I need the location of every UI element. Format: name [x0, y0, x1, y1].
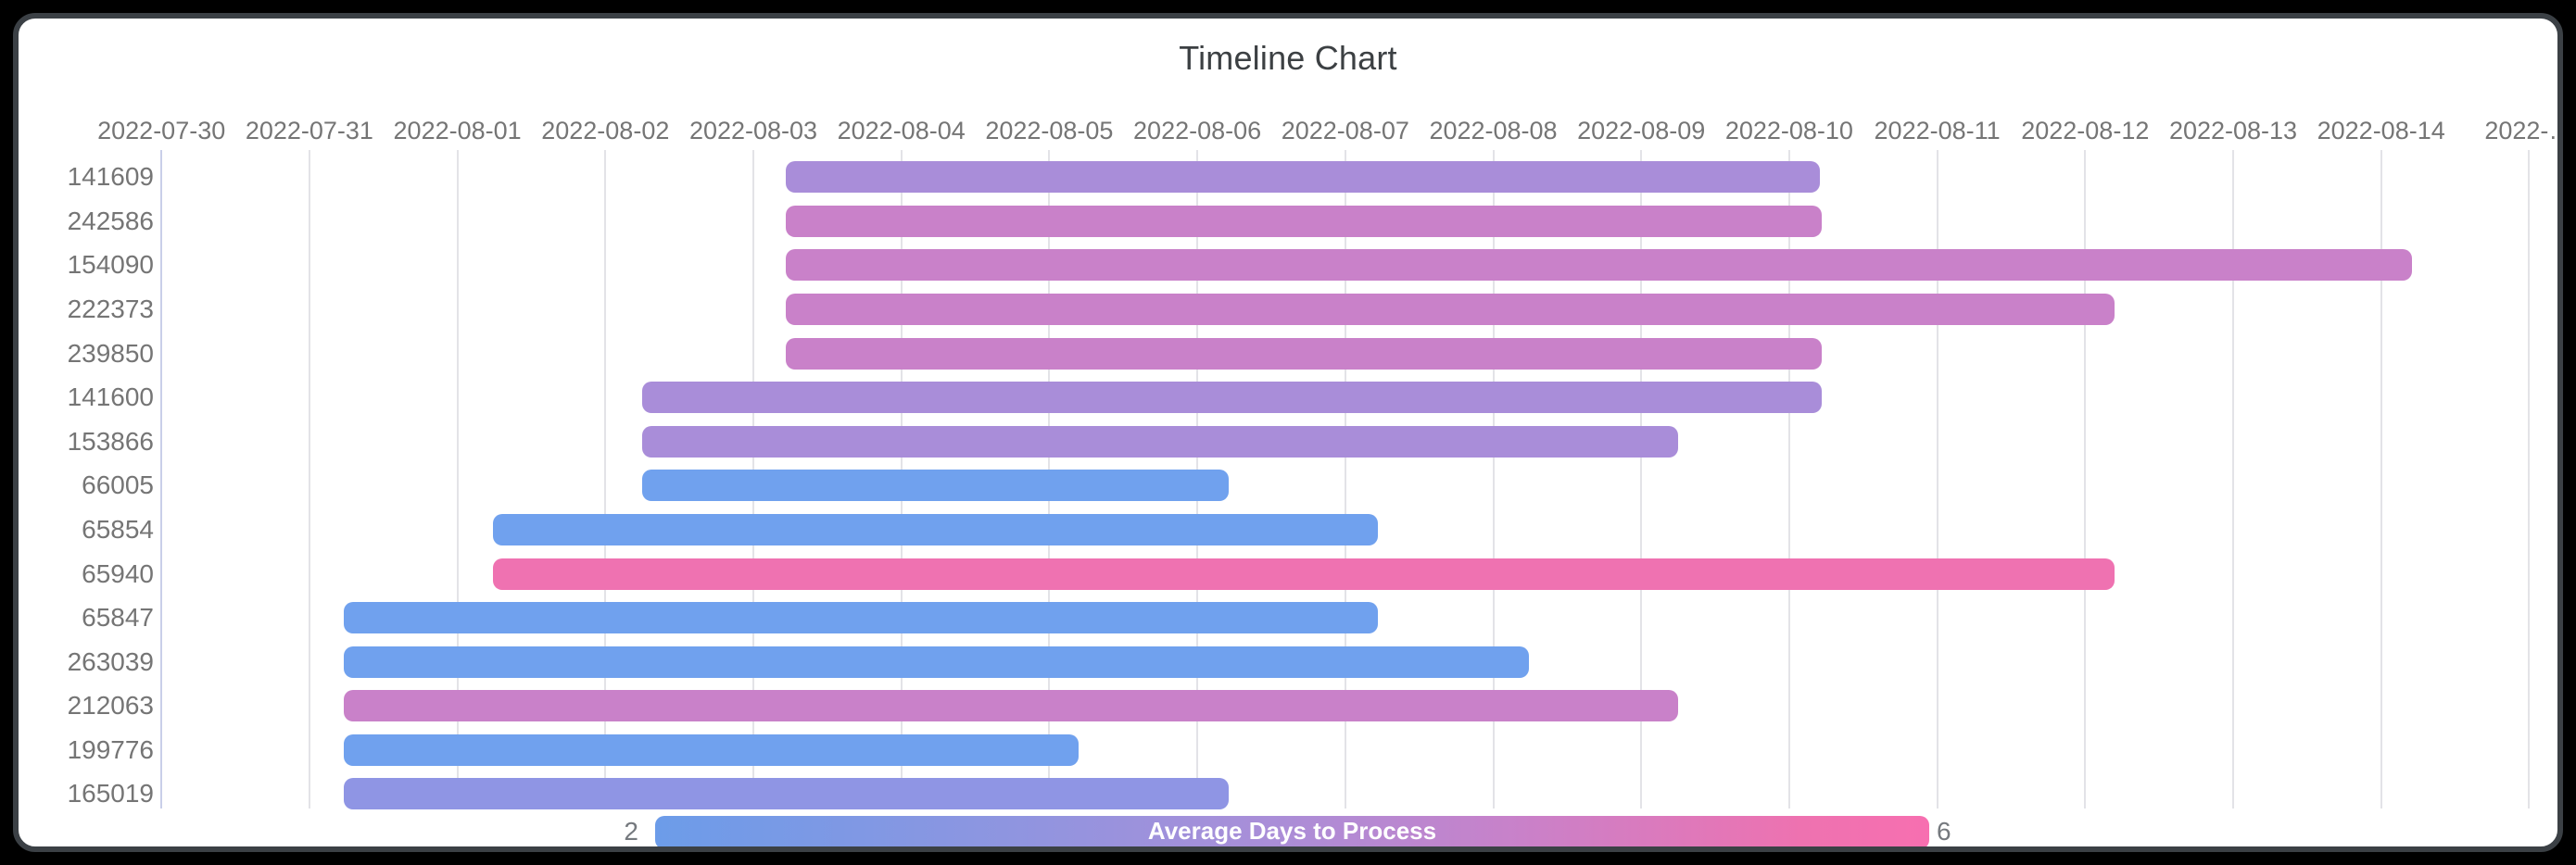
gridline [1640, 150, 1643, 809]
timeline-bar-65847[interactable] [343, 602, 1378, 634]
gridline [1492, 150, 1495, 809]
legend: 2 Average Days to Process 6 [19, 816, 2557, 846]
y-tick-label: 66005 [82, 470, 154, 500]
timeline-bar-242586[interactable] [786, 205, 1823, 237]
y-tick-label: 242586 [67, 206, 154, 235]
x-tick-label: 2022-08-01 [393, 117, 522, 144]
y-tick-label: 165019 [67, 779, 154, 809]
x-tick-label: 2022-08-05 [985, 117, 1114, 144]
x-tick-label: 2022-08-13 [2168, 117, 2298, 144]
legend-gradient-bar: Average Days to Process [655, 816, 1929, 846]
x-tick-label: 2022-08-10 [1724, 117, 1853, 144]
gridline [2380, 150, 2382, 809]
y-tick-label: 65854 [82, 514, 154, 544]
y-tick-label: 199776 [67, 734, 154, 764]
timeline-bar-212063[interactable] [343, 690, 1679, 722]
gridline [2084, 150, 2087, 809]
timeline-bar-153866[interactable] [642, 425, 1679, 458]
gridline [1936, 150, 1938, 809]
gridline [604, 150, 607, 809]
y-tick-label: 239850 [67, 338, 154, 368]
x-tick-label: 2022-08-06 [1133, 117, 1262, 144]
gridline [456, 150, 459, 809]
gridline [2232, 150, 2234, 809]
x-tick-label: 2022-07-30 [97, 117, 226, 144]
timeline-bar-239850[interactable] [786, 337, 1823, 370]
y-tick-label: 263039 [67, 646, 154, 676]
timeline-bar-141600[interactable] [642, 382, 1823, 414]
x-tick-label: 2022-08-12 [2021, 117, 2150, 144]
gridline [1787, 150, 1790, 809]
axis-start-gridline [160, 150, 163, 809]
plot-area [19, 150, 2557, 810]
x-axis: 2022-07-30 2022-07-31 2022-08-01 2022-08-02… [19, 114, 2557, 147]
timeline-bar-222373[interactable] [786, 294, 2115, 326]
y-tick-label: 154090 [67, 250, 154, 280]
y-tick-label: 65847 [82, 603, 154, 633]
legend-max-value: 6 [1937, 817, 1951, 846]
y-tick-label: 222373 [67, 295, 154, 324]
chart-card: Timeline Chart 2022-07-30 2022-07-31 2022-… [13, 13, 2563, 852]
timeline-bar-154090[interactable] [786, 249, 2413, 282]
y-tick-label: 212063 [67, 691, 154, 721]
timeline-bar-199776[interactable] [343, 733, 1080, 766]
x-tick-label: 2022-08-08 [1429, 117, 1558, 144]
timeline-bar-165019[interactable] [343, 778, 1229, 810]
timeline-bar-65940[interactable] [492, 558, 2115, 590]
x-tick-label: 2022-08-09 [1577, 117, 1706, 144]
legend-title: Average Days to Process [1147, 817, 1437, 845]
y-tick-label: 141609 [67, 162, 154, 192]
timeline-bar-66005[interactable] [642, 470, 1229, 502]
gridline [1344, 150, 1346, 809]
x-tick-label: 2022-08-03 [688, 117, 818, 144]
x-tick-label: 2022-07-31 [245, 117, 373, 144]
x-tick-label: 2022-08-14 [2317, 117, 2445, 144]
y-tick-label: 141600 [67, 382, 154, 412]
timeline-bar-263039[interactable] [343, 646, 1529, 678]
x-tick-label: 2022-08-04 [837, 117, 966, 144]
y-tick-label: 65940 [82, 558, 154, 588]
legend-min-value: 2 [624, 817, 638, 846]
x-tick-label: 2022-08-11 [1874, 117, 2001, 144]
chart-title: Timeline Chart [1179, 39, 1397, 77]
timeline-bar-141609[interactable] [786, 161, 1821, 194]
gridline [308, 150, 310, 809]
x-tick-label: 2022-08-02 [541, 117, 670, 144]
timeline-bar-65854[interactable] [492, 513, 1378, 545]
y-axis: 141609 242586 154090 222373 239850 141600 1538… [19, 150, 154, 809]
x-tick-label: 2022-08-07 [1281, 117, 1409, 144]
x-tick-label: 2022-… [2484, 117, 2557, 144]
gridline [2528, 150, 2531, 809]
y-tick-label: 153866 [67, 426, 154, 456]
